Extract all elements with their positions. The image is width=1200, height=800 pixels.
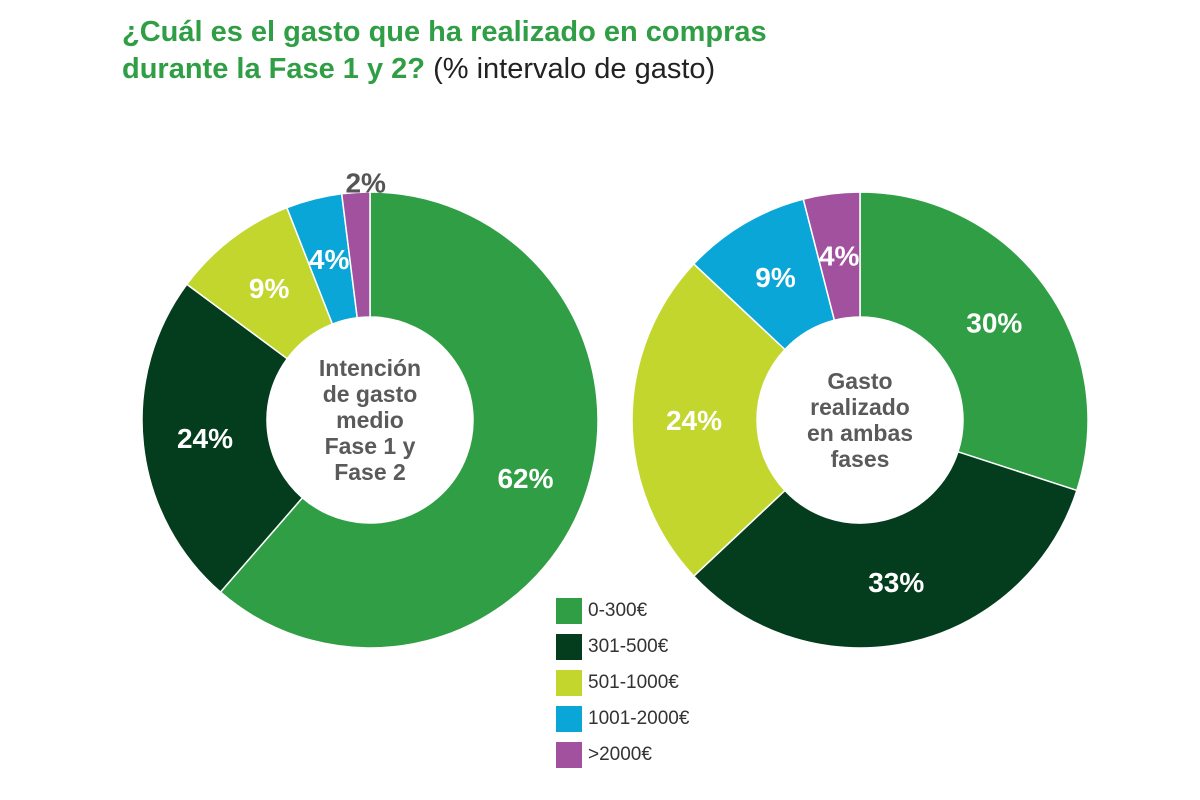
center-label-line: en ambas	[807, 420, 913, 446]
legend-label: 301-500€	[588, 636, 669, 657]
center-label-line: realizado	[810, 394, 910, 420]
legend-swatch	[556, 706, 582, 732]
legend-label: 1001-2000€	[588, 708, 690, 729]
slice-label: 9%	[249, 273, 290, 304]
center-label-line: medio	[336, 407, 404, 433]
legend-item: 1001-2000€	[556, 701, 689, 737]
slice-label: 62%	[497, 463, 553, 494]
slice-label: 33%	[868, 567, 924, 598]
slice-label: 9%	[755, 262, 796, 293]
legend: 0-300€ 301-500€ 501-1000€ 1001-2000€ >2000€	[556, 593, 689, 773]
slice-0-300€	[859, 191, 1089, 492]
donut-chart-2: 30% 33% 24% 9% 4% Gasto realizado en ambas fases	[631, 191, 1089, 649]
center-label-line: Fase 2	[334, 459, 406, 485]
center-label-line: de gasto	[323, 381, 418, 407]
slice-label: 4%	[819, 240, 860, 271]
legend-item: 301-500€	[556, 629, 689, 665]
legend-swatch	[556, 670, 582, 696]
legend-item: 0-300€	[556, 593, 689, 629]
chart-title: ¿Cuál es el gasto que ha realizado en co…	[122, 14, 767, 88]
slice-301-500€	[692, 450, 1078, 649]
title-subtitle: (% intervalo de gasto)	[433, 53, 716, 85]
slice-label: 24%	[666, 405, 722, 436]
slice-label: 4%	[309, 244, 350, 275]
slice-label: 24%	[177, 423, 233, 454]
legend-label: 501-1000€	[588, 672, 679, 693]
slice->2000€	[802, 191, 861, 322]
slice-0-300€	[219, 191, 599, 649]
legend-label: 0-300€	[588, 600, 648, 621]
donut-chart-1: 62% 24% 9% 4% 2% Intención de gasto medio Fase 1…	[141, 167, 599, 649]
title-line-1: ¿Cuál es el gasto que ha realizado en co…	[122, 16, 767, 48]
slice-label: 2%	[345, 167, 386, 198]
center-label: Intención de gasto medio Fase 1 y Fase 2	[319, 355, 421, 485]
slice-501-1000€	[631, 262, 786, 578]
slice->2000€	[340, 191, 371, 319]
legend-item: >2000€	[556, 737, 689, 773]
legend-swatch	[556, 634, 582, 660]
center-label-line: Gasto	[827, 368, 892, 394]
slice-301-500€	[141, 283, 304, 594]
legend-swatch	[556, 742, 582, 768]
center-label-line: Fase 1 y	[325, 433, 416, 459]
center-label: Gasto realizado en ambas fases	[807, 368, 913, 472]
slice-label: 30%	[966, 307, 1022, 338]
center-label-line: fases	[831, 446, 890, 472]
center-label-line: Intención	[319, 355, 421, 381]
legend-item: 501-1000€	[556, 665, 689, 701]
legend-label: >2000€	[588, 744, 652, 765]
title-line-2: durante la Fase 1 y 2?	[122, 53, 426, 85]
legend-swatch	[556, 598, 582, 624]
